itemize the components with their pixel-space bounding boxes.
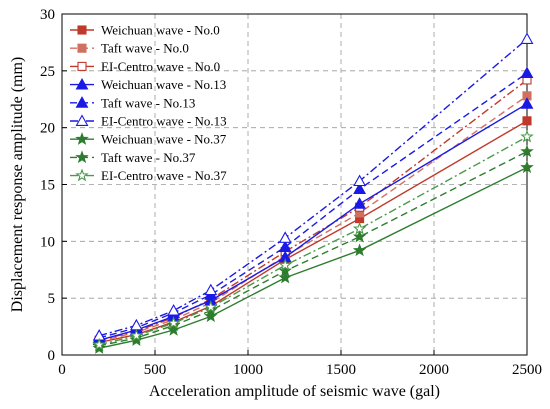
y-tick-label: 5 bbox=[48, 291, 56, 307]
legend-marker bbox=[75, 96, 89, 108]
data-point bbox=[353, 174, 367, 187]
legend-label: Weichuan wave - No.0 bbox=[101, 23, 220, 38]
legend-marker bbox=[75, 77, 89, 90]
legend-item: EI-Centro wave - No.37 bbox=[70, 168, 227, 183]
series-lines bbox=[92, 32, 534, 354]
series-weichuan-wave-no-37 bbox=[92, 160, 534, 354]
x-tick-label: 2500 bbox=[512, 362, 542, 378]
legend-label: EI-Centro wave - No.0 bbox=[101, 59, 220, 74]
data-point bbox=[520, 32, 534, 44]
data-point bbox=[522, 116, 532, 126]
y-tick-label: 10 bbox=[40, 234, 55, 250]
legend-item: Taft wave - No.37 bbox=[70, 150, 196, 165]
y-tick-label: 30 bbox=[40, 7, 55, 23]
x-tick-label: 0 bbox=[58, 362, 66, 378]
axis-ticks: 0 500 1000 1500 2000 2500 0 5 10 15 20 25 30 bbox=[40, 7, 542, 378]
y-tick-label: 20 bbox=[40, 121, 55, 137]
x-tick-label: 1500 bbox=[326, 362, 356, 378]
legend-item: Weichuan wave - No.0 bbox=[70, 23, 220, 38]
data-point bbox=[278, 263, 292, 277]
legend-marker bbox=[77, 61, 87, 71]
y-tick-label: 0 bbox=[48, 348, 56, 364]
legend: Weichuan wave - No.0 Taft wave - No.0 EI-C… bbox=[70, 23, 227, 183]
data-point bbox=[352, 229, 367, 243]
legend-item: Taft wave - No.0 bbox=[70, 41, 189, 56]
y-tick-label: 15 bbox=[40, 178, 55, 194]
data-point bbox=[129, 318, 143, 331]
data-point bbox=[204, 300, 218, 313]
data-point bbox=[129, 328, 144, 342]
legend-item: EI-Centro wave - No.0 bbox=[70, 59, 220, 74]
data-point bbox=[353, 197, 367, 209]
series-ei-centro-wave-no-37 bbox=[92, 129, 534, 351]
data-point bbox=[92, 337, 106, 351]
data-point bbox=[520, 66, 534, 79]
legend-label: Weichuan wave - No.37 bbox=[101, 132, 227, 147]
legend-label: Taft wave - No.37 bbox=[101, 150, 196, 165]
y-tick-label: 25 bbox=[40, 64, 55, 80]
x-tick-label: 2000 bbox=[419, 362, 449, 378]
data-point bbox=[204, 283, 218, 296]
data-point bbox=[278, 231, 292, 243]
legend-label: EI-Centro wave - No.37 bbox=[101, 168, 227, 183]
data-point bbox=[204, 309, 218, 323]
legend-marker bbox=[75, 168, 89, 182]
legend-marker bbox=[75, 132, 89, 145]
data-point bbox=[353, 182, 367, 194]
data-point bbox=[166, 316, 181, 329]
legend-item: Weichuan wave - No.13 bbox=[70, 77, 226, 92]
data-point bbox=[352, 221, 367, 235]
data-point bbox=[520, 144, 534, 158]
x-axis-label: Acceleration amplitude of seismic wave (… bbox=[149, 383, 440, 400]
data-point bbox=[278, 258, 292, 271]
grid bbox=[62, 14, 527, 355]
legend-marker bbox=[75, 114, 89, 126]
legend-label: Taft wave - No.0 bbox=[101, 41, 189, 56]
legend-label: Taft wave - No.13 bbox=[101, 95, 195, 110]
x-tick-label: 1000 bbox=[233, 362, 263, 378]
x-tick-label: 500 bbox=[144, 362, 167, 378]
legend-marker bbox=[77, 43, 87, 53]
legend-item: EI-Centro wave - No.13 bbox=[70, 114, 227, 129]
data-point bbox=[278, 240, 292, 252]
data-point bbox=[520, 97, 534, 109]
data-point bbox=[520, 160, 534, 174]
legend-marker bbox=[75, 150, 89, 164]
legend-item: Taft wave - No.13 bbox=[70, 95, 195, 110]
legend-label: Weichuan wave - No.13 bbox=[101, 77, 226, 92]
legend-label: EI-Centro wave - No.13 bbox=[101, 114, 227, 129]
series-taft-wave-no-0 bbox=[94, 91, 532, 346]
data-point bbox=[167, 304, 181, 316]
legend-marker bbox=[77, 25, 87, 35]
data-point bbox=[520, 129, 534, 143]
data-point bbox=[352, 243, 367, 257]
y-axis-label: Displacement response amplitude (mm) bbox=[9, 57, 26, 312]
legend-item: Weichuan wave - No.37 bbox=[70, 132, 227, 147]
